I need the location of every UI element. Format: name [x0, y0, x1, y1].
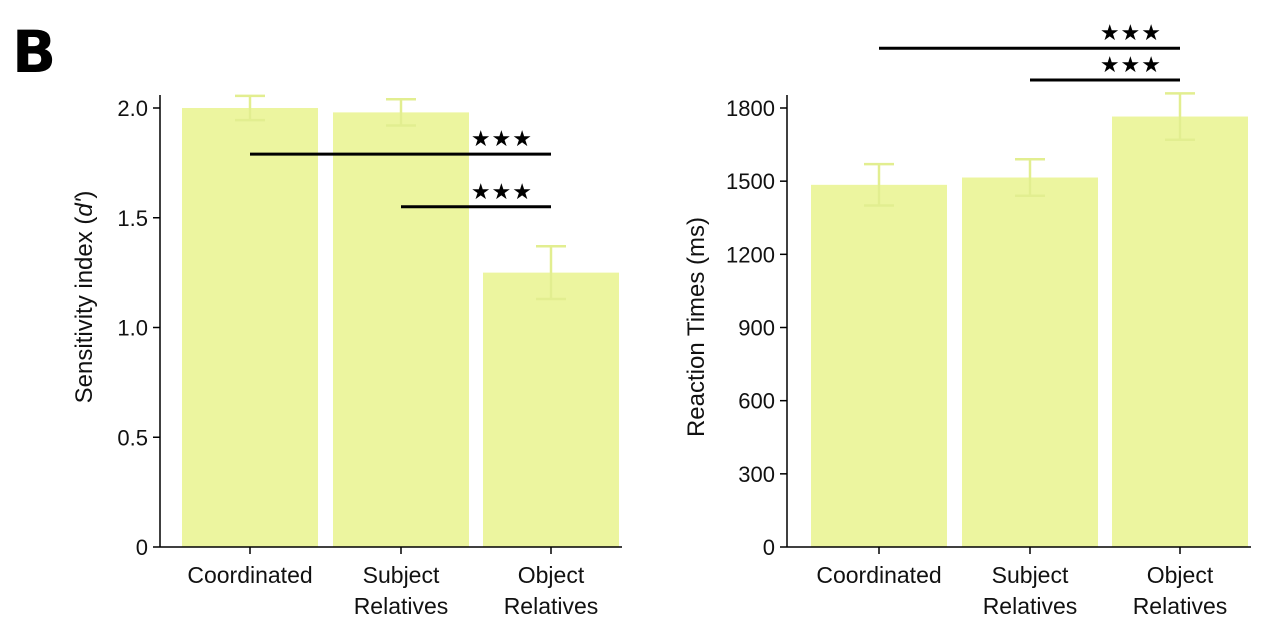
category-label-3: Object Relatives — [1133, 562, 1228, 619]
category-label-line: Subject — [363, 562, 440, 588]
y-tick-label-4: 1.5 — [117, 206, 148, 231]
y-tick-label-7: 1800 — [726, 96, 775, 121]
significance-1: ★★★ — [879, 21, 1180, 50]
bar-3 — [1112, 116, 1248, 548]
category-label-line: Coordinated — [816, 562, 941, 588]
category-label-line: Relatives — [504, 593, 599, 619]
category-label-line: Subject — [992, 562, 1069, 588]
category-label-line: Object — [1147, 562, 1214, 588]
y-tick-label-1: 0 — [763, 535, 775, 560]
y-tick-label-5: 1200 — [726, 242, 775, 267]
category-label-line: Relatives — [354, 593, 449, 619]
y-tick-label-1: 0 — [136, 535, 148, 560]
significance-stars: ★★★ — [471, 127, 533, 152]
category-label-2: Subject Relatives — [983, 562, 1078, 619]
category-label-1: Coordinated — [816, 562, 941, 588]
error-bar-1 — [864, 162, 894, 207]
y-tick-label-6: 1500 — [726, 169, 775, 194]
category-label-line: Coordinated — [187, 562, 312, 588]
bar-2 — [333, 112, 469, 547]
error-bar-2 — [386, 97, 416, 127]
category-label-1: Coordinated — [187, 562, 312, 588]
category-label-2: Subject Relatives — [354, 562, 449, 619]
y-tick-label-4: 900 — [738, 316, 775, 341]
bar-2 — [962, 177, 1098, 547]
bar-1 — [811, 184, 947, 547]
y-tick-label-3: 1.0 — [117, 316, 148, 341]
category-label-line: Relatives — [983, 593, 1078, 619]
bar-1 — [182, 108, 318, 547]
y-axis-title-part: ) — [71, 191, 98, 199]
error-bar-3 — [536, 245, 566, 301]
y-tick-label-2: 0.5 — [117, 425, 148, 450]
reaction-time-chart: 0 300 600 900 1200 1500 1800 Coordinated Subject… — [683, 21, 1251, 619]
significance-stars: ★★★ — [1100, 21, 1162, 46]
significance-2: ★★★ — [1030, 53, 1180, 82]
error-bar-3 — [1165, 92, 1195, 141]
sensitivity-chart: 0 0.5 1.0 1.5 2.0 Coordinated Subject Relatives… — [71, 94, 622, 619]
bar-3 — [483, 272, 619, 547]
significance-stars: ★★★ — [471, 180, 533, 205]
y-axis-title: Sensitivity index (d') — [71, 191, 98, 404]
error-bar-2 — [1015, 157, 1045, 198]
y-tick-label-2: 300 — [738, 462, 775, 487]
y-axis-title-part: Sensitivity index ( — [71, 217, 98, 404]
significance-stars: ★★★ — [1100, 53, 1162, 78]
y-axis-title-part: d' — [71, 197, 98, 216]
y-tick-label-3: 600 — [738, 389, 775, 414]
significance-2: ★★★ — [401, 180, 551, 209]
category-label-line: Relatives — [1133, 593, 1228, 619]
category-label-3: Object Relatives — [504, 562, 599, 619]
error-bar-1 — [235, 94, 265, 122]
panel-label: B — [12, 18, 56, 86]
significance-1: ★★★ — [250, 127, 551, 156]
category-label-line: Object — [518, 562, 585, 588]
y-tick-label-5: 2.0 — [117, 96, 148, 121]
y-axis-title: Reaction Times (ms) — [683, 217, 710, 437]
y-axis-title-part: Reaction Times (ms) — [683, 217, 710, 437]
